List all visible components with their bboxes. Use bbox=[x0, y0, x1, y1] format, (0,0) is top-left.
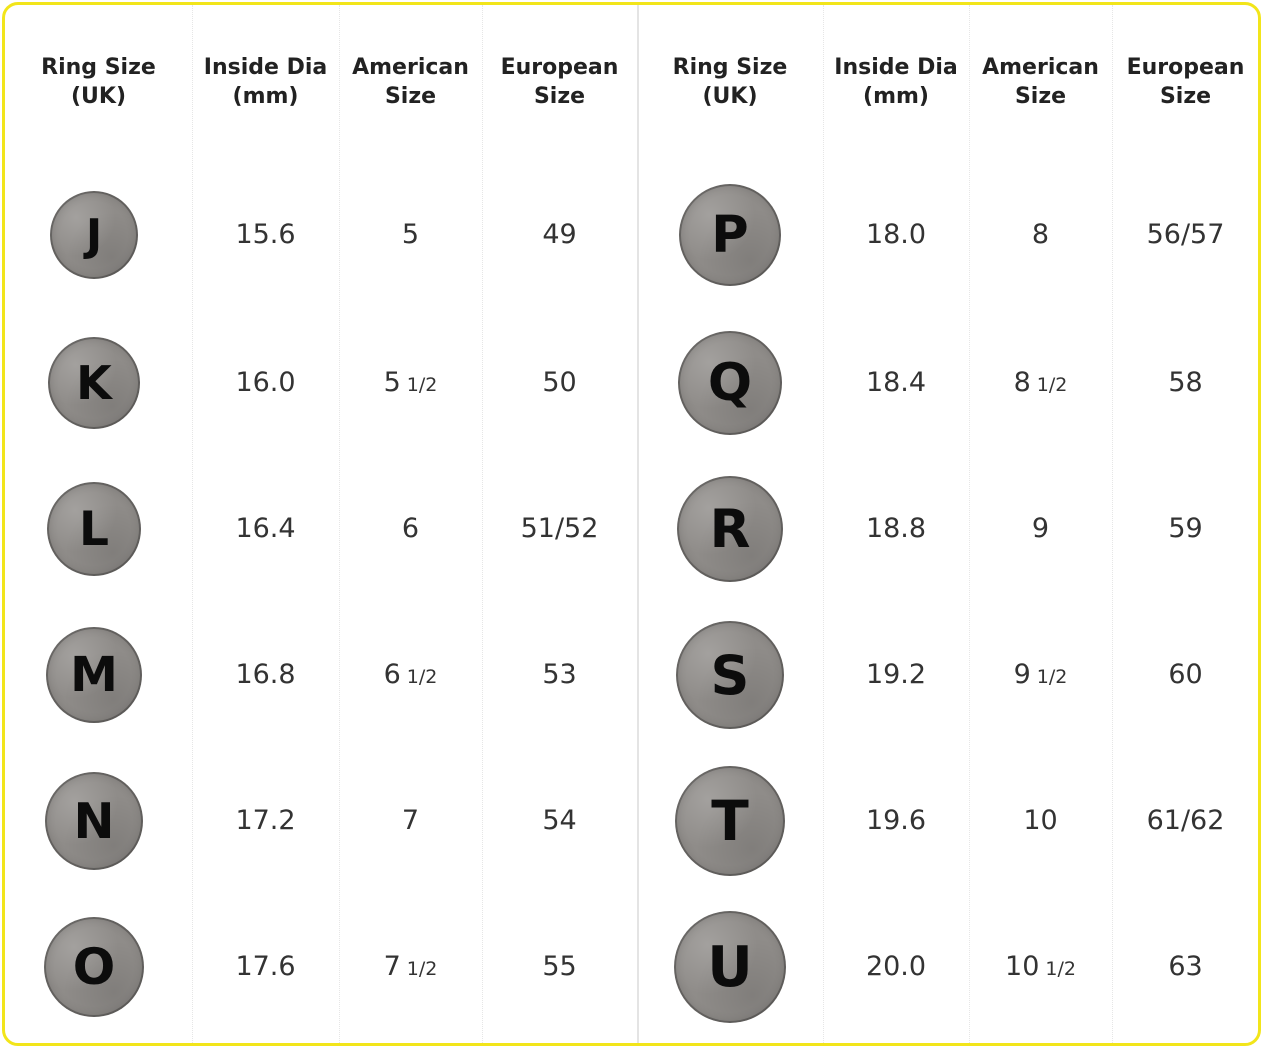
european-size-value: 51/52 bbox=[520, 513, 599, 544]
american-size-whole: 10 bbox=[1005, 951, 1040, 982]
chart-left-half: Ring Size (UK) J K L M N O Inside Dia (mm) 15.6 1… bbox=[5, 5, 637, 1043]
american-size-fraction: 1/2 bbox=[406, 374, 438, 396]
inside-dia-value: 16.8 bbox=[235, 659, 296, 690]
american-size-value: 8 1/2 bbox=[969, 366, 1112, 402]
inside-dia-value: 19.2 bbox=[865, 659, 927, 690]
american-size-whole: 6 bbox=[401, 513, 420, 544]
ring-size-disc-t: T bbox=[675, 766, 785, 876]
european-size-value: 50 bbox=[542, 367, 577, 398]
american-size-value: 5 bbox=[339, 218, 482, 252]
american-size-header: American Size bbox=[352, 55, 469, 109]
american-size-fraction: 1/2 bbox=[1036, 666, 1068, 688]
chart-right-half: Ring Size (UK) P Q R S T U Inside Dia (mm) 18.0 1… bbox=[637, 5, 1258, 1043]
ring-size-disc-u: U bbox=[674, 911, 786, 1023]
european-size-value: 63 bbox=[1168, 951, 1203, 982]
american-size-whole: 8 bbox=[1013, 367, 1031, 398]
american-size-whole: 5 bbox=[383, 367, 401, 398]
american-size-column: American Size 8 8 1/2 9 9 1/2 10 10 1/2 bbox=[969, 5, 1113, 1043]
american-size-fraction: 1/2 bbox=[1045, 958, 1076, 980]
european-size-column: European Size 49 50 51/52 53 54 55 bbox=[482, 5, 637, 1043]
inside-dia-column: Inside Dia (mm) 15.6 16.0 16.4 16.8 17.2 17.6 bbox=[192, 5, 340, 1043]
american-size-fraction: 1/2 bbox=[1036, 374, 1068, 396]
american-size-value: 8 bbox=[969, 218, 1112, 252]
inside-dia-value: 16.0 bbox=[235, 367, 296, 398]
european-size-header: European Size bbox=[500, 55, 619, 109]
inside-dia-value: 19.6 bbox=[865, 805, 927, 836]
ring-size-uk-column: Ring Size (UK) J K L M N O bbox=[5, 5, 193, 1043]
american-size-value: 9 1/2 bbox=[969, 658, 1112, 694]
european-size-value: 53 bbox=[542, 659, 577, 690]
center-divider bbox=[637, 5, 639, 1043]
american-size-whole: 5 bbox=[401, 219, 420, 250]
american-size-value: 6 1/2 bbox=[339, 658, 482, 694]
inside-dia-value: 17.2 bbox=[235, 805, 296, 836]
european-size-value: 58 bbox=[1168, 367, 1203, 398]
inside-dia-value: 18.4 bbox=[865, 367, 927, 398]
european-size-value: 61/62 bbox=[1146, 805, 1225, 836]
american-size-column: American Size 5 5 1/2 6 6 1/2 7 7 1/2 bbox=[339, 5, 483, 1043]
inside-dia-value: 20.0 bbox=[865, 951, 927, 982]
inside-dia-value: 17.6 bbox=[235, 951, 296, 982]
inside-dia-value: 18.8 bbox=[865, 513, 927, 544]
ring-size-disc-q: Q bbox=[678, 331, 782, 435]
ring-size-uk-header: Ring Size (UK) bbox=[41, 55, 156, 109]
american-size-value: 5 1/2 bbox=[339, 366, 482, 402]
european-size-value: 49 bbox=[542, 219, 577, 250]
american-size-value: 9 bbox=[969, 512, 1112, 546]
ring-size-disc-s: S bbox=[676, 621, 784, 729]
american-size-whole: 8 bbox=[1031, 219, 1050, 250]
american-size-fraction: 1/2 bbox=[406, 666, 438, 688]
ring-size-disc-r: R bbox=[677, 476, 783, 582]
american-size-header: American Size bbox=[982, 55, 1099, 109]
european-size-value: 56/57 bbox=[1146, 219, 1225, 250]
american-size-value: 6 bbox=[339, 512, 482, 546]
inside-dia-value: 16.4 bbox=[235, 513, 296, 544]
american-size-value: 7 bbox=[339, 804, 482, 838]
ring-size-uk-header: Ring Size (UK) bbox=[672, 55, 788, 109]
inside-dia-value: 15.6 bbox=[235, 219, 296, 250]
european-size-value: 60 bbox=[1168, 659, 1203, 690]
american-size-whole: 7 bbox=[401, 805, 420, 836]
american-size-fraction: 1/2 bbox=[406, 958, 438, 980]
ring-size-disc-k: K bbox=[48, 337, 140, 429]
american-size-value: 10 1/2 bbox=[969, 950, 1112, 986]
ring-size-disc-l: L bbox=[47, 482, 141, 576]
inside-dia-header: Inside Dia (mm) bbox=[203, 55, 328, 109]
american-size-whole: 7 bbox=[383, 951, 401, 982]
ring-size-disc-j: J bbox=[50, 191, 138, 279]
inside-dia-column: Inside Dia (mm) 18.0 18.4 18.8 19.2 19.6 20.0 bbox=[823, 5, 970, 1043]
european-size-value: 59 bbox=[1168, 513, 1203, 544]
ring-size-disc-o: O bbox=[44, 917, 144, 1017]
american-size-whole: 10 bbox=[1023, 805, 1058, 836]
american-size-whole: 6 bbox=[383, 659, 401, 690]
american-size-whole: 9 bbox=[1031, 513, 1050, 544]
american-size-value: 10 bbox=[969, 804, 1112, 838]
ring-size-disc-p: P bbox=[679, 184, 781, 286]
european-size-header: European Size bbox=[1126, 55, 1245, 109]
american-size-value: 7 1/2 bbox=[339, 950, 482, 986]
european-size-value: 55 bbox=[542, 951, 577, 982]
european-size-column: European Size 56/57 58 59 60 61/62 63 bbox=[1112, 5, 1258, 1043]
ring-size-uk-column: Ring Size (UK) P Q R S T U bbox=[637, 5, 824, 1043]
inside-dia-value: 18.0 bbox=[865, 219, 927, 250]
european-size-value: 54 bbox=[542, 805, 577, 836]
ring-size-disc-n: N bbox=[45, 772, 143, 870]
ring-size-disc-m: M bbox=[46, 627, 142, 723]
inside-dia-header: Inside Dia (mm) bbox=[834, 55, 958, 109]
american-size-whole: 9 bbox=[1013, 659, 1031, 690]
